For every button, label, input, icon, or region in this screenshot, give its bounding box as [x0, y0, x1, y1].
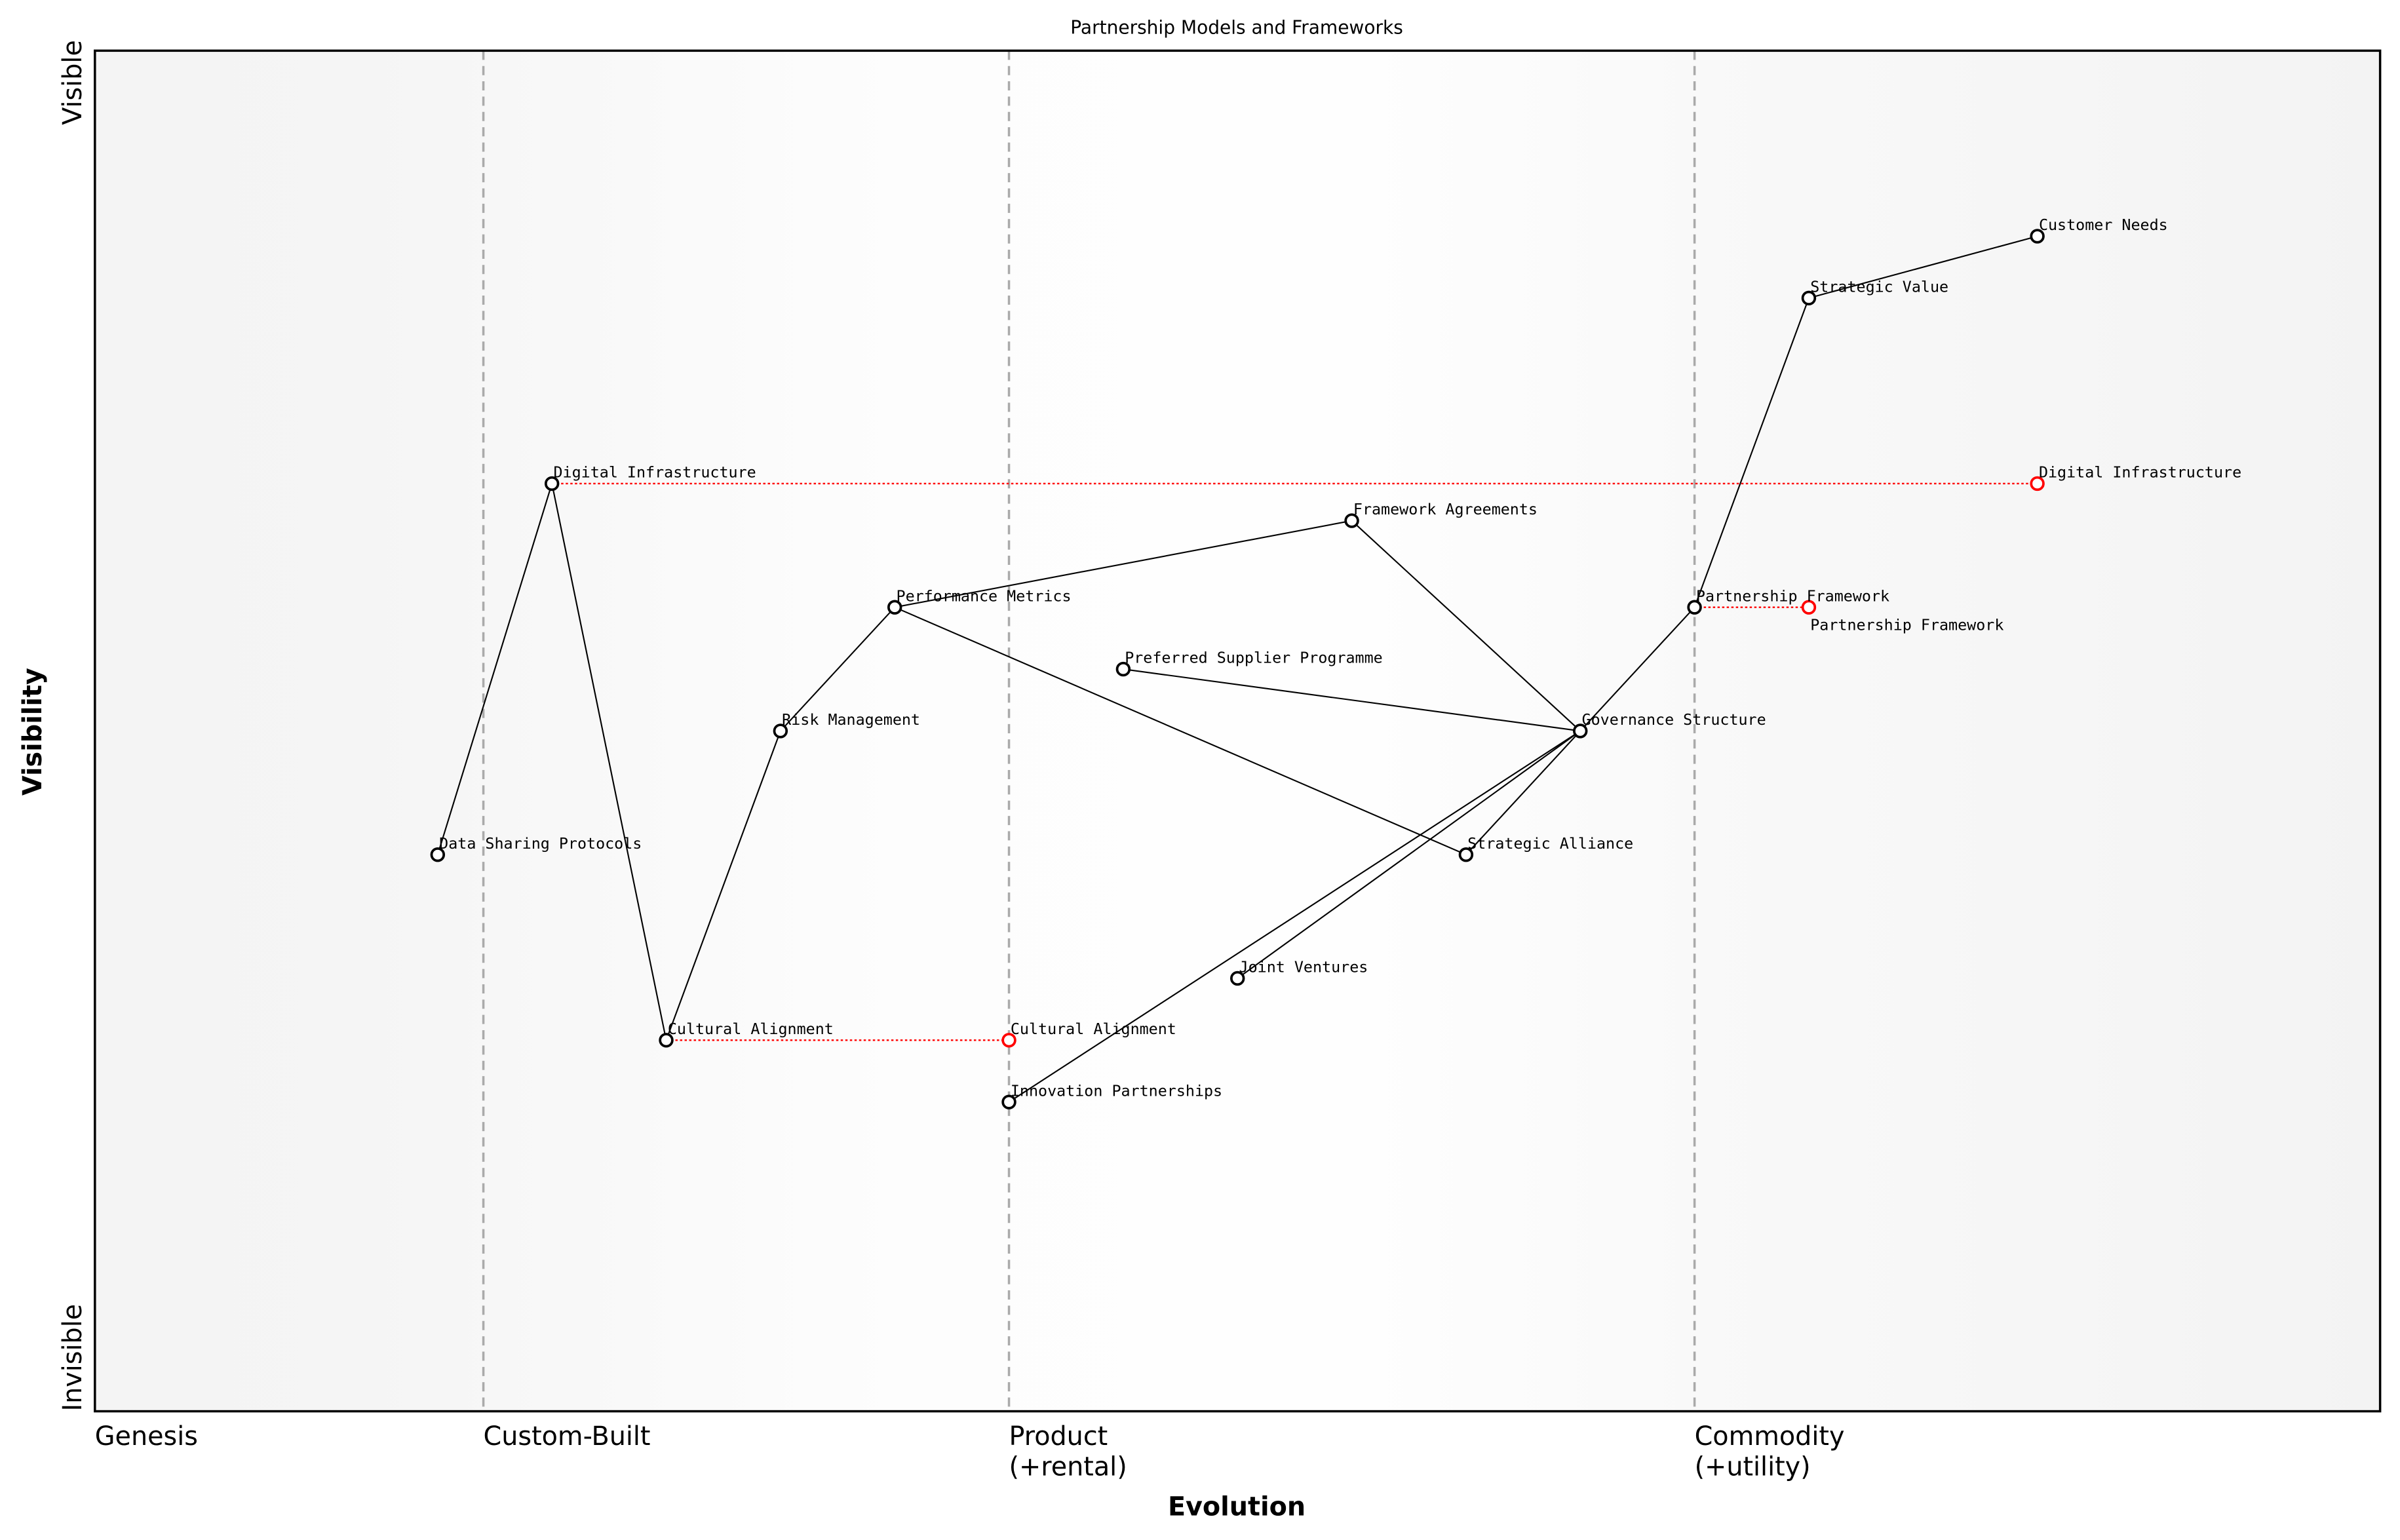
evolved-component-label: Partnership Framework: [1810, 616, 2003, 634]
component-marker: [1801, 290, 1817, 306]
component-marker: [659, 1033, 674, 1048]
component-marker: [1458, 847, 1474, 862]
dependency-link: [436, 483, 553, 855]
dependency-link: [1465, 730, 1581, 855]
component-label: Customer Needs: [2039, 216, 2168, 234]
y-tick-label: Invisible: [58, 1304, 88, 1412]
y-axis-label: Visibility: [18, 668, 48, 796]
component-label: Preferred Supplier Programme: [1125, 649, 1383, 667]
dependency-link: [1579, 606, 1695, 732]
component-label: Cultural Alignment: [668, 1020, 834, 1038]
component-label: Risk Management: [782, 710, 920, 729]
component-label: Innovation Partnerships: [1011, 1081, 1222, 1100]
component-label: Governance Structure: [1582, 710, 1766, 729]
component-marker: [1344, 513, 1359, 528]
dependency-link: [780, 606, 895, 732]
stage-label: Custom-Built: [484, 1421, 651, 1452]
evolved-component-label: Digital Infrastructure: [2039, 463, 2241, 482]
component-label: Performance Metrics: [897, 587, 1072, 605]
stage-label: Commodity (+utility): [1695, 1421, 1845, 1482]
component-marker: [1115, 661, 1131, 677]
dependency-link: [551, 483, 667, 1041]
x-axis-label: Evolution: [1168, 1492, 1306, 1522]
component-label: Strategic Value: [1810, 277, 1948, 296]
component-label: Strategic Alliance: [1467, 834, 1633, 853]
component-label: Data Sharing Protocols: [439, 834, 642, 853]
dependency-link: [894, 606, 1467, 856]
component-marker: [2030, 229, 2045, 244]
dependency-link: [1237, 730, 1581, 979]
component-label: Partnership Framework: [1696, 587, 1889, 605]
component-label: Framework Agreements: [1353, 500, 1538, 518]
component-marker: [1230, 971, 1245, 986]
dependency-link: [1808, 235, 2038, 299]
component-marker: [544, 476, 560, 491]
component-marker: [773, 723, 788, 739]
component-marker: [1687, 600, 1702, 615]
evolved-component-marker: [1801, 600, 1817, 615]
component-label: Digital Infrastructure: [554, 463, 756, 482]
dependency-link: [1351, 520, 1581, 732]
plot-background: [94, 50, 2380, 1412]
chart-title: Partnership Models and Frameworks: [1070, 17, 1403, 39]
dependency-link: [894, 520, 1352, 608]
dependency-link: [1694, 298, 1810, 608]
y-tick-label: Visible: [58, 40, 88, 125]
component-marker: [887, 600, 902, 615]
component-label: Joint Ventures: [1239, 958, 1368, 976]
evolved-component-marker: [2030, 476, 2045, 491]
plot-frame: [94, 49, 2382, 1413]
component-marker: [1001, 1094, 1016, 1109]
component-marker: [1573, 723, 1588, 739]
evolved-component-label: Cultural Alignment: [1011, 1020, 1176, 1038]
dependency-link: [1008, 730, 1581, 1103]
evolved-component-marker: [1001, 1033, 1016, 1048]
dependency-link: [665, 731, 781, 1041]
stage-label: Genesis: [95, 1421, 198, 1452]
component-marker: [430, 847, 446, 862]
stage-label: Product (+rental): [1009, 1421, 1127, 1482]
dependency-link: [1123, 668, 1581, 732]
